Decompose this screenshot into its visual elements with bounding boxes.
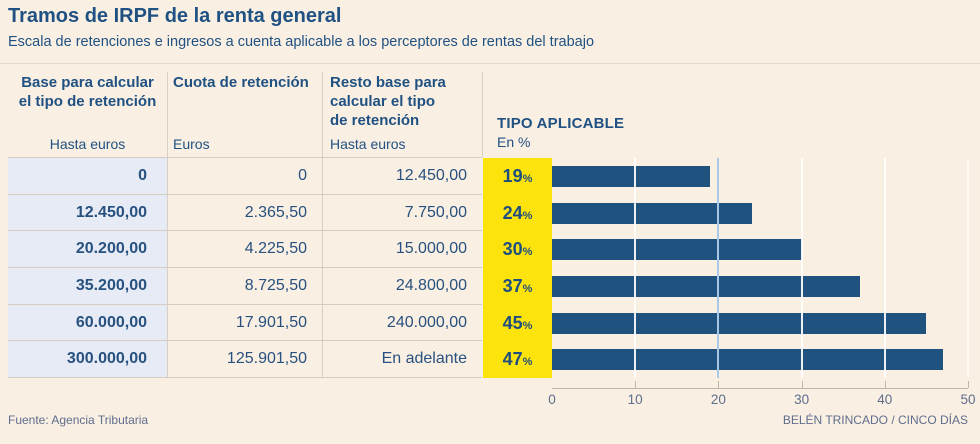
cuota-cell: 4.225,50: [244, 240, 307, 258]
bar: [552, 239, 802, 261]
tax-brackets-table: 0 0 12.450,00 12.450,00 2.365,50 7.750,0…: [8, 157, 482, 378]
cuota-cell: 125.901,50: [226, 350, 307, 368]
bar-row: [552, 158, 968, 195]
bar: [552, 202, 752, 224]
gridline: [967, 158, 969, 378]
table-row: 0 0 12.450,00: [8, 158, 482, 195]
tick-mark: [718, 381, 720, 388]
rate-label: 37%: [483, 268, 552, 305]
column-unit: Hasta euros: [330, 136, 406, 152]
column-divider: [322, 72, 323, 378]
source-note: Fuente: Agencia Tributaria: [8, 413, 149, 427]
rate-value: 45: [502, 312, 523, 333]
page-title: Tramos de IRPF de la renta general: [8, 5, 342, 27]
table-row: 12.450,00 2.365,50 7.750,00: [8, 194, 482, 232]
page-subtitle: Escala de retenciones e ingresos a cuent…: [8, 34, 595, 50]
base-cell: 300.000,00: [8, 341, 167, 378]
resto-cell: 7.750,00: [404, 203, 467, 221]
table-row: 35.200,00 8.725,50 24.800,00: [8, 268, 482, 305]
gridline: [800, 158, 803, 378]
percent-sign: %: [522, 356, 533, 369]
cuota-cell: 0: [298, 166, 307, 184]
column-header-resto: Resto base para calcular el tipo de rete…: [330, 74, 455, 152]
rate-value: 37: [502, 275, 523, 296]
column-divider: [482, 72, 483, 157]
percent-sign: %: [522, 246, 533, 259]
tick-mark: [635, 381, 637, 388]
bar: [552, 349, 944, 371]
base-cell: 12.450,00: [8, 194, 167, 231]
rate-label: 30%: [483, 231, 552, 268]
percent-sign: %: [522, 319, 533, 332]
rate-label: 24%: [483, 195, 552, 232]
rate-value: 19: [502, 165, 523, 186]
tick-mark: [968, 381, 969, 388]
column-title: Base para calcular el tipo de retención: [18, 74, 157, 110]
base-cell: 60.000,00: [8, 304, 167, 341]
column-unit: Hasta euros: [49, 136, 126, 152]
axis-line: [552, 388, 968, 389]
chart-title: TIPO APLICABLE: [497, 115, 625, 132]
cuota-cell: 2.365,50: [244, 203, 307, 221]
column-title: Cuota de retención: [173, 74, 309, 91]
resto-cell: 12.450,00: [395, 166, 467, 184]
tick-label: 10: [627, 392, 643, 407]
bar: [552, 165, 711, 187]
rate-label: 47%: [483, 341, 552, 378]
gridline: [717, 158, 720, 378]
resto-cell: 15.000,00: [395, 240, 467, 258]
tick-label: 20: [710, 392, 726, 407]
resto-cell: 24.800,00: [395, 276, 467, 294]
tick-label: 30: [794, 392, 810, 407]
bar-row: [552, 195, 968, 232]
rate-value: 47: [502, 349, 523, 370]
bar-row: [552, 341, 968, 378]
cuota-cell: 8.725,50: [244, 276, 307, 294]
rate-panel: 19% 24% 30% 37% 45% 47%: [483, 158, 552, 378]
bar-chart: [552, 158, 969, 378]
chart-unit: En %: [497, 134, 531, 150]
rate-value: 24: [502, 202, 523, 223]
table-row: 300.000,00 125.901,50 En adelante: [8, 341, 482, 378]
base-cell: 0: [8, 158, 167, 194]
bar-row: [552, 231, 968, 268]
gridline: [883, 158, 886, 378]
tick-mark: [801, 381, 803, 388]
bar: [552, 312, 927, 334]
column-title: Resto base para calcular el tipo de rete…: [330, 74, 446, 129]
credit-note: BELÉN TRINCADO / CINCO DÍAS: [782, 413, 968, 427]
column-unit: Euros: [173, 136, 210, 152]
table-row: 60.000,00 17.901,50 240.000,00: [8, 304, 482, 342]
base-cell: 35.200,00: [8, 268, 167, 304]
tick-label: 0: [548, 392, 556, 407]
tick-label: 40: [877, 392, 893, 407]
percent-sign: %: [522, 172, 533, 185]
chart-header: TIPO APLICABLE En %: [497, 74, 624, 150]
column-header-base: Base para calcular el tipo de retención …: [8, 74, 167, 152]
bar-row: [552, 268, 968, 305]
resto-cell: En adelante: [381, 350, 467, 368]
rate-label: 45%: [483, 305, 552, 342]
bar: [552, 275, 860, 297]
base-cell: 20.200,00: [8, 231, 167, 268]
gridline: [634, 158, 637, 378]
rate-label: 19%: [483, 158, 552, 195]
percent-sign: %: [522, 282, 533, 295]
table-row: 20.200,00 4.225,50 15.000,00: [8, 231, 482, 269]
bar-row: [552, 305, 968, 342]
tick-label: 50: [960, 392, 976, 407]
column-divider: [167, 72, 168, 378]
cuota-cell: 17.901,50: [235, 313, 307, 331]
x-axis: 0 10 20 30 40 50: [548, 381, 976, 412]
top-divider: [0, 63, 980, 64]
column-header-cuota: Cuota de retención Euros: [173, 74, 315, 152]
rate-value: 30: [502, 239, 523, 260]
resto-cell: 240.000,00: [386, 313, 467, 331]
percent-sign: %: [522, 209, 533, 222]
tick-mark: [884, 381, 886, 388]
